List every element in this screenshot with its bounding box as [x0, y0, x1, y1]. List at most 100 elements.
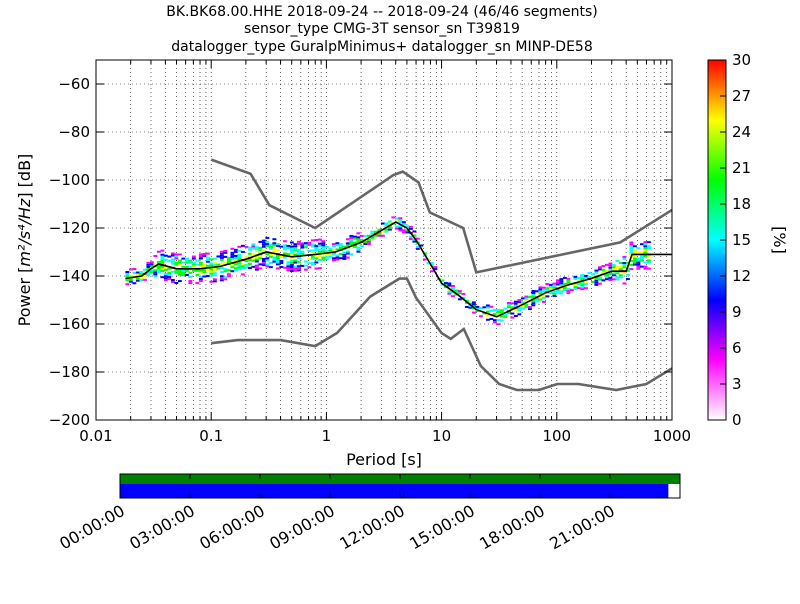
- ppsd-cell: [258, 263, 263, 266]
- ppsd-cell: [230, 266, 235, 269]
- ppsd-cell: [499, 309, 504, 312]
- ppsd-cell: [307, 241, 312, 244]
- ppsd-cell: [223, 262, 228, 264]
- ppsd-cell: [394, 217, 399, 220]
- ppsd-cell: [258, 240, 263, 243]
- ppsd-cell: [198, 277, 203, 280]
- ppsd-cell: [160, 257, 165, 260]
- ppsd-cell: [590, 274, 595, 277]
- ppsd-cell: [440, 279, 445, 282]
- ppsd-cell: [541, 300, 546, 303]
- ppsd-cell: [520, 301, 525, 304]
- ppsd-cell: [545, 287, 550, 290]
- ppsd-cell: [296, 251, 301, 254]
- ppsd-cell: [170, 281, 175, 284]
- ppsd-cell: [188, 275, 193, 278]
- ppsd-cell: [160, 255, 165, 258]
- ppsd-cell: [366, 243, 371, 246]
- ppsd-cell: [223, 278, 228, 281]
- x-axis-ticks: 0.01 0.1 1 10 100 1000: [79, 60, 691, 445]
- ppsd-cell: [562, 287, 567, 290]
- ppsd-cell: [328, 247, 333, 250]
- ppsd-cell: [349, 241, 354, 244]
- y-tick-label: −60: [58, 75, 90, 93]
- ppsd-cell: [587, 271, 592, 274]
- ppsd-cell: [219, 262, 224, 265]
- ppsd-cell: [555, 279, 560, 282]
- ppsd-cell: [359, 245, 364, 248]
- ppsd-cell: [223, 268, 228, 271]
- ppsd-cell: [265, 265, 270, 268]
- ppsd-cell: [300, 250, 305, 253]
- ppsd-cell: [219, 254, 224, 257]
- ppsd-cell: [167, 267, 172, 270]
- noise-model-low: [211, 277, 672, 392]
- ppsd-cell: [184, 269, 189, 272]
- ppsd-cell: [314, 245, 319, 248]
- ppsd-cell: [552, 290, 557, 293]
- ppsd-cell: [293, 259, 298, 262]
- y-tick-label: −80: [58, 123, 90, 141]
- ppsd-cell: [356, 232, 361, 235]
- ppsd-cell: [615, 272, 620, 275]
- ppsd-cell: [538, 292, 543, 295]
- ppsd-cell: [356, 246, 361, 249]
- ppsd-cell: [541, 288, 546, 291]
- ppsd-cell: [219, 279, 224, 282]
- ppsd-cell: [510, 302, 515, 305]
- ppsd-cell: [408, 227, 413, 230]
- ppsd-cell: [324, 245, 329, 248]
- ppsd-cell: [279, 245, 284, 248]
- ppsd-cell: [289, 268, 294, 271]
- ppsd-cell: [601, 279, 606, 282]
- ppsd-cell: [153, 271, 158, 274]
- ppsd-cell: [643, 255, 648, 258]
- ppsd-cell: [485, 306, 490, 309]
- ppsd-cell: [447, 282, 452, 285]
- ppsd-cell: [450, 285, 455, 287]
- ppsd-cell: [471, 305, 476, 308]
- ppsd-cell: [527, 295, 532, 298]
- ppsd-cell: [335, 244, 340, 247]
- ppsd-cell: [153, 275, 158, 278]
- ppsd-cell: [209, 264, 214, 267]
- ppsd-cell: [226, 261, 231, 264]
- ppsd-cell: [590, 272, 595, 275]
- y-tick-label: −160: [49, 315, 90, 333]
- ppsd-cell: [643, 261, 648, 264]
- ppsd-cell: [317, 242, 322, 245]
- ppsd-cell: [464, 305, 469, 308]
- ppsd-cell: [594, 269, 599, 272]
- timeline-tick-label: 06:00:00: [196, 501, 268, 553]
- ppsd-cell: [128, 280, 133, 283]
- timeline-tick-label: 21:00:00: [546, 501, 618, 553]
- ppsd-cell: [314, 261, 319, 264]
- ppsd-cell: [622, 266, 627, 269]
- ppsd-cell: [457, 292, 462, 295]
- ppsd-cell: [230, 255, 235, 258]
- ppsd-cell: [125, 271, 130, 274]
- ppsd-cell: [636, 265, 641, 268]
- ppsd-cell: [275, 245, 280, 247]
- ppsd-cell: [272, 250, 277, 253]
- ppsd-cell: [597, 282, 602, 285]
- ppsd-cell: [226, 256, 231, 259]
- ppsd-cell: [314, 239, 319, 242]
- ppsd-cell: [170, 252, 175, 255]
- ppsd-cell: [300, 246, 305, 249]
- ppsd-cell: [419, 244, 424, 247]
- ppsd-cell: [156, 269, 161, 272]
- ppsd-cell: [517, 301, 522, 304]
- ppsd-cell: [370, 230, 375, 233]
- ppsd-cell: [345, 250, 350, 253]
- ppsd-cell: [184, 265, 189, 268]
- ppsd-cell: [590, 281, 595, 284]
- ppsd-cell: [286, 253, 291, 256]
- ppsd-cell: [272, 258, 277, 261]
- ppsd-cell: [625, 267, 630, 270]
- ppsd-cell: [447, 284, 452, 287]
- ppsd-cell: [573, 284, 578, 287]
- ppsd-cell: [597, 268, 602, 271]
- colorbar-tick-label: 21: [732, 159, 751, 177]
- ppsd-cell: [289, 245, 294, 248]
